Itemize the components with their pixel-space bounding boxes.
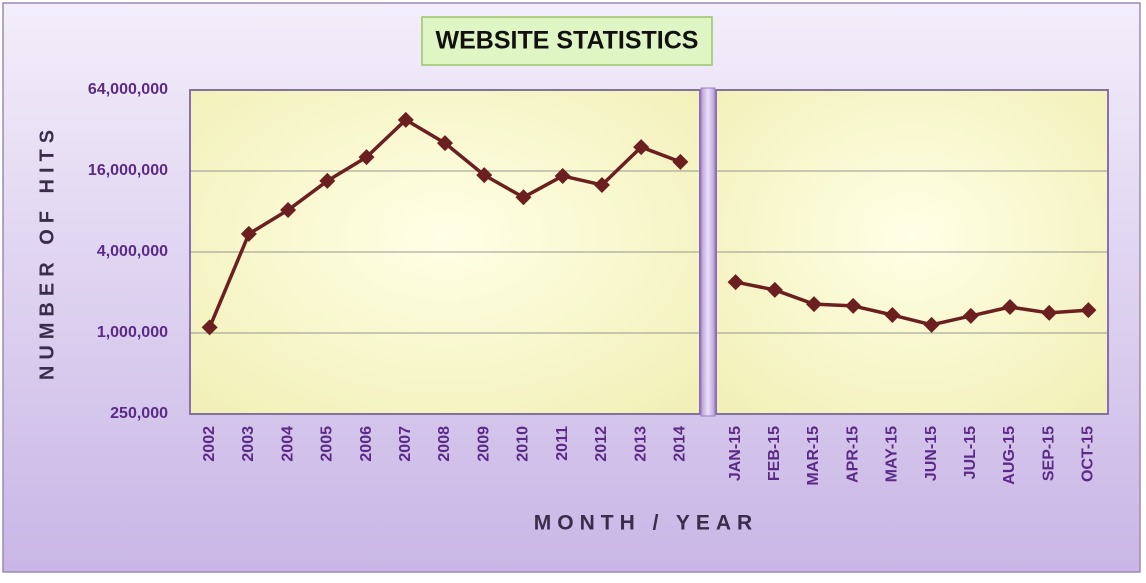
x-tick-label: MAY-15 [884, 426, 901, 482]
data-point [962, 307, 979, 324]
y-tick-label: 16,000,000 [88, 162, 168, 179]
data-point [476, 167, 493, 184]
data-point [397, 111, 414, 128]
x-tick-label: 2009 [475, 426, 492, 462]
x-tick-label: JAN-15 [727, 426, 744, 481]
x-tick-label: APR-15 [844, 426, 861, 483]
data-point [240, 225, 257, 242]
x-tick-label: 2003 [240, 426, 257, 462]
data-point [1002, 299, 1018, 316]
data-point [845, 297, 862, 314]
x-tick-label: 2007 [397, 426, 414, 462]
data-point [633, 139, 650, 156]
y-tick-label: 4,000,000 [97, 243, 168, 260]
x-tick-label: 2004 [279, 426, 296, 462]
chart-title: WEBSITE STATISTICS [436, 27, 699, 55]
x-tick-label: OCT-15 [1080, 426, 1097, 482]
x-tick-label: JUN-15 [923, 426, 940, 481]
data-point [201, 319, 218, 336]
x-tick-label: 2010 [515, 426, 532, 462]
y-axis-label: NUMBER OF HITS [36, 124, 58, 380]
x-tick-label: 2002 [201, 426, 218, 462]
x-tick-label: MAR-15 [805, 426, 822, 486]
x-tick-label: 2011 [554, 426, 571, 461]
data-point [884, 307, 901, 324]
x-tick-label: 2013 [632, 426, 649, 462]
data-point [766, 281, 783, 298]
x-tick-label: FEB-15 [766, 426, 783, 481]
y-tick-label: 1,000,000 [97, 324, 168, 341]
series-line [735, 280, 1089, 327]
data-point [515, 189, 532, 206]
y-tick-label: 64,000,000 [88, 81, 168, 98]
title-box [421, 16, 713, 66]
y-tick-label: 250,000 [110, 405, 168, 422]
x-tick-label: 2014 [672, 426, 689, 462]
data-point [806, 296, 822, 313]
data-point [1080, 302, 1097, 319]
x-tick-label: 2012 [593, 426, 610, 462]
data-point [437, 135, 453, 152]
data-point [1041, 304, 1058, 321]
x-tick-label: SEP-15 [1040, 426, 1057, 481]
data-point [319, 172, 336, 189]
x-tick-label: 2005 [319, 426, 336, 462]
data-point [672, 153, 689, 170]
data-point [280, 202, 297, 219]
data-point [727, 274, 744, 291]
x-axis-label: MONTH / YEAR [534, 512, 758, 535]
data-point [358, 149, 375, 166]
data-point [923, 316, 940, 333]
data-point [554, 167, 571, 184]
x-tick-label: 2008 [436, 426, 453, 462]
panel-divider [700, 87, 716, 417]
x-tick-label: JUL-15 [962, 426, 979, 479]
data-point [593, 176, 610, 193]
x-tick-label: AUG-15 [1001, 426, 1018, 485]
x-tick-label: 2006 [358, 426, 375, 462]
